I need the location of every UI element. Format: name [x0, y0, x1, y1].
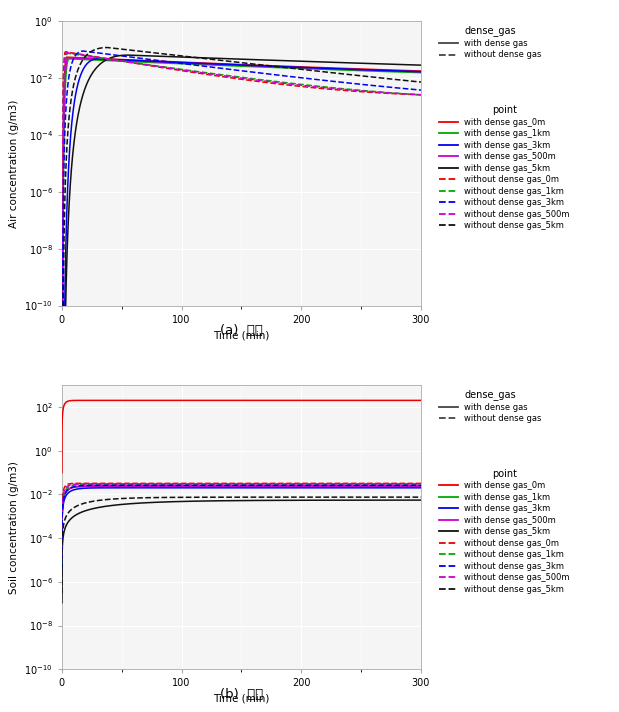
Text: (b)  토양: (b) 토양 — [220, 688, 263, 701]
X-axis label: Time (min): Time (min) — [213, 330, 270, 340]
Y-axis label: Soil concentration (g/m3): Soil concentration (g/m3) — [9, 461, 19, 594]
Legend: with dense gas_0m, with dense gas_1km, with dense gas_3km, with dense gas_500m, : with dense gas_0m, with dense gas_1km, w… — [439, 468, 570, 594]
Y-axis label: Air concentration (g/m3): Air concentration (g/m3) — [9, 99, 19, 228]
Legend: with dense gas_0m, with dense gas_1km, with dense gas_3km, with dense gas_500m, : with dense gas_0m, with dense gas_1km, w… — [439, 105, 570, 230]
X-axis label: Time (min): Time (min) — [213, 694, 270, 704]
Text: (a)  대기: (a) 대기 — [220, 324, 263, 337]
